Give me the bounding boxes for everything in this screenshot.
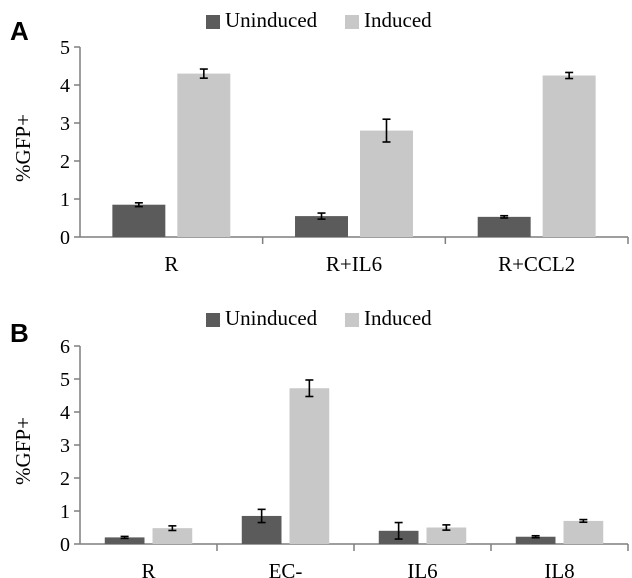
y-tick-label: 4 (60, 75, 70, 97)
y-tick-label: 6 (60, 336, 70, 358)
legend-swatch (206, 313, 220, 327)
bar-uninduced (104, 537, 145, 544)
bar-uninduced (112, 204, 166, 237)
y-tick-label: 1 (60, 189, 70, 211)
y-tick-label: 2 (60, 151, 70, 173)
legend-label: Induced (364, 8, 432, 32)
legend-swatch (345, 15, 359, 29)
x-tick-label: R+CCL2 (498, 252, 575, 276)
y-tick-label: 0 (60, 227, 70, 249)
x-tick-label: R+IL6 (326, 252, 382, 276)
bar-induced (289, 388, 330, 544)
x-tick-label: EC- (269, 559, 303, 578)
panel-a: A Uninduced Induced %GFP+ 0 1 2 3 4 5 R R+IL6 R+CCL2 (10, 8, 629, 276)
x-tick-label: R (141, 559, 155, 578)
bar-uninduced (515, 536, 556, 544)
legend-label: Induced (364, 306, 432, 330)
bar-uninduced (295, 216, 348, 237)
y-tick-label: 2 (60, 468, 70, 490)
x-tick-label: IL6 (407, 559, 437, 578)
y-tick-label: 5 (60, 369, 70, 391)
x-tick-label: IL8 (544, 559, 574, 578)
bar-induced (542, 75, 596, 237)
panel-b: B Uninduced Induced %GFP+ 0 1 2 3 4 5 6 R EC- IL6 IL8 (10, 306, 629, 578)
y-tick-label: 3 (60, 113, 70, 135)
legend-label: Uninduced (225, 8, 318, 32)
bar-uninduced (477, 216, 531, 237)
bar-induced (563, 520, 604, 544)
bar-induced (152, 528, 193, 544)
legend-swatch (206, 15, 220, 29)
panel-label: A (10, 16, 29, 46)
y-axis-label: %GFP+ (11, 114, 35, 182)
legend-swatch (345, 313, 359, 327)
y-tick-label: 5 (60, 37, 70, 59)
x-tick-label: R (164, 252, 178, 276)
y-tick-label: 4 (60, 402, 70, 424)
legend-label: Uninduced (225, 306, 318, 330)
y-tick-label: 3 (60, 435, 70, 457)
y-tick-label: 1 (60, 501, 70, 523)
y-axis-label: %GFP+ (11, 417, 35, 485)
bar-induced (177, 73, 231, 237)
bar-induced (426, 527, 467, 544)
y-tick-label: 0 (60, 534, 70, 556)
panel-label: B (10, 318, 29, 348)
bar-induced (360, 130, 413, 237)
